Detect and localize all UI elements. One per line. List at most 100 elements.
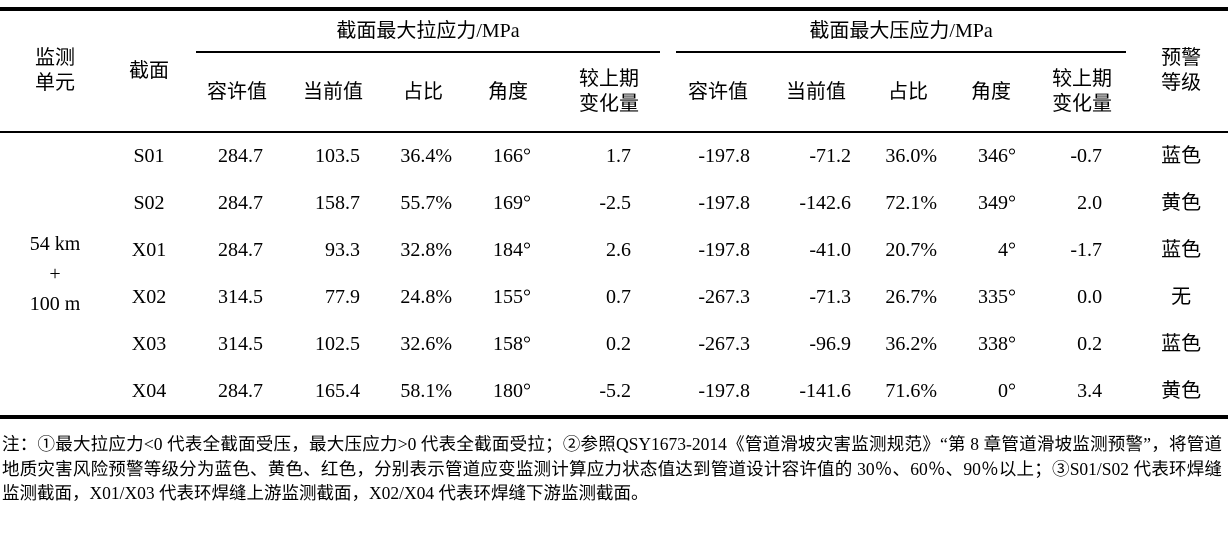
warning-level-label-line2: 等级: [1161, 72, 1202, 94]
cell-compressive-current: -141.6: [799, 380, 852, 402]
cell-tensile-change: 0.2: [606, 333, 632, 355]
cell-tensile-allowable: 284.7: [218, 380, 263, 402]
cell-compressive-angle: 338°: [978, 333, 1017, 355]
cell-compressive-change: 2.0: [1077, 192, 1103, 214]
cell-tensile-current: 165.4: [315, 380, 360, 402]
stress-monitoring-table: 监测 单元 截面 截面最大拉应力/MPa 截面最大压应力/MPa 预警 等级 容…: [0, 7, 1228, 419]
cell-tensile-ratio: 36.4%: [400, 145, 452, 167]
cell-tensile-ratio: 58.1%: [400, 380, 452, 402]
cell-compressive-change: -1.7: [1070, 239, 1103, 261]
col-header-compressive-current: 当前值: [768, 53, 865, 133]
cell-compressive-ratio: 36.2%: [885, 333, 938, 355]
cell-section: X01: [131, 239, 167, 261]
col-header-tensile-angle: 角度: [466, 53, 550, 133]
cell-compressive-change: 3.4: [1077, 380, 1103, 402]
col-header-warning-level: 预警 等级: [1134, 9, 1228, 133]
cell-warning-level: 蓝色: [1161, 145, 1202, 167]
unit-mileage-line3: 100 m: [29, 293, 81, 315]
cell-tensile-allowable: 284.7: [218, 145, 263, 167]
col-header-tensile-current: 当前值: [286, 53, 380, 133]
col-header-tensile-allowable: 容许值: [188, 53, 286, 133]
cell-tensile-ratio: 55.7%: [400, 192, 452, 214]
cell-compressive-allowable: -197.8: [698, 145, 751, 167]
cell-compressive-ratio: 72.1%: [885, 192, 938, 214]
compressive-group-label: 截面最大压应力/MPa: [676, 19, 1127, 53]
cell-section: X03: [131, 333, 167, 355]
table-row: X04 284.7 165.4 58.1% 180° -5.2 -197.8 -…: [0, 368, 1228, 417]
cell-compressive-allowable: -197.8: [698, 239, 751, 261]
cell-compressive-angle: 335°: [978, 286, 1017, 308]
cell-tensile-current: 77.9: [325, 286, 360, 308]
monitoring-unit-label-line2: 单元: [35, 72, 75, 94]
table-row: X03 314.5 102.5 32.6% 158° 0.2 -267.3 -9…: [0, 321, 1228, 368]
cell-warning-level: 黄色: [1161, 380, 1202, 402]
cell-compressive-current: -142.6: [799, 192, 852, 214]
col-header-compressive-ratio: 占比: [864, 53, 953, 133]
tensile-change-label-line2: 变化量: [579, 93, 640, 115]
sub-header-row: 容许值 当前值 占比 角度 较上期 变化量 容许值 当前值 占比 角度 较上期 …: [0, 53, 1228, 133]
cell-tensile-change: 1.7: [606, 145, 632, 167]
table-footnote: 注：①最大拉应力<0 代表全截面受压，最大压应力>0 代表全截面受拉；②参照QS…: [2, 434, 1222, 503]
compressive-stress-group-header: 截面最大压应力/MPa: [668, 9, 1134, 53]
cell-compressive-current: -96.9: [809, 333, 852, 355]
col-header-monitoring-unit: 监测 单元: [0, 9, 110, 133]
col-header-compressive-allowable: 容许值: [668, 53, 769, 133]
cell-compressive-change: -0.7: [1070, 145, 1103, 167]
cell-compressive-angle: 4°: [998, 239, 1017, 261]
cell-tensile-ratio: 32.8%: [400, 239, 452, 261]
col-header-compressive-change: 较上期 变化量: [1030, 53, 1135, 133]
cell-compressive-allowable: -197.8: [698, 380, 751, 402]
cell-compressive-ratio: 26.7%: [885, 286, 938, 308]
cell-compressive-current: -71.3: [809, 286, 852, 308]
cell-warning-level: 无: [1171, 286, 1192, 308]
table-body: 54 km + 100 m S01 284.7 103.5 36.4% 166°…: [0, 132, 1228, 417]
compressive-change-label-line2: 变化量: [1052, 93, 1113, 115]
cell-tensile-allowable: 314.5: [218, 333, 263, 355]
cell-compressive-angle: 0°: [998, 380, 1017, 402]
cell-compressive-allowable: -267.3: [698, 286, 751, 308]
warning-level-label-line1: 预警: [1161, 47, 1202, 69]
tensile-group-label: 截面最大拉应力/MPa: [196, 19, 661, 53]
cell-compressive-change: 0.2: [1077, 333, 1103, 355]
cell-compressive-change: 0.0: [1077, 286, 1103, 308]
cell-tensile-change: -5.2: [599, 380, 632, 402]
table-row: X01 284.7 93.3 32.8% 184° 2.6 -197.8 -41…: [0, 227, 1228, 274]
group-header-row: 监测 单元 截面 截面最大拉应力/MPa 截面最大压应力/MPa 预警 等级: [0, 9, 1228, 133]
cell-compressive-allowable: -197.8: [698, 192, 751, 214]
cell-compressive-ratio: 71.6%: [885, 380, 938, 402]
cell-tensile-change: 0.7: [606, 286, 632, 308]
cell-tensile-change: 2.6: [606, 239, 632, 261]
table-header: 监测 单元 截面 截面最大拉应力/MPa 截面最大压应力/MPa 预警 等级 容…: [0, 9, 1228, 133]
cell-tensile-current: 102.5: [315, 333, 360, 355]
cell-tensile-allowable: 314.5: [218, 286, 263, 308]
cell-section: X02: [131, 286, 167, 308]
tensile-change-label-line1: 较上期: [579, 68, 640, 90]
cell-warning-level: 黄色: [1161, 192, 1202, 214]
cell-tensile-angle: 169°: [493, 192, 531, 214]
cell-compressive-ratio: 36.0%: [885, 145, 938, 167]
cell-section: S02: [133, 192, 165, 214]
cell-tensile-allowable: 284.7: [218, 239, 263, 261]
table-row: S02 284.7 158.7 55.7% 169° -2.5 -197.8 -…: [0, 180, 1228, 227]
cell-compressive-current: -41.0: [809, 239, 852, 261]
col-header-tensile-change: 较上期 变化量: [550, 53, 669, 133]
unit-mileage-line2: +: [49, 263, 61, 285]
cell-compressive-allowable: -267.3: [698, 333, 751, 355]
cell-tensile-angle: 180°: [493, 380, 531, 402]
cell-tensile-ratio: 24.8%: [400, 286, 452, 308]
cell-monitoring-unit: 54 km + 100 m: [0, 132, 110, 417]
cell-compressive-ratio: 20.7%: [885, 239, 938, 261]
cell-tensile-angle: 184°: [493, 239, 531, 261]
cell-compressive-current: -71.2: [809, 145, 852, 167]
cell-tensile-allowable: 284.7: [218, 192, 263, 214]
cell-warning-level: 蓝色: [1161, 333, 1202, 355]
cell-tensile-current: 158.7: [315, 192, 360, 214]
cell-section: S01: [133, 145, 165, 167]
cell-warning-level: 蓝色: [1161, 239, 1202, 261]
cell-tensile-angle: 155°: [493, 286, 531, 308]
unit-mileage-line1: 54 km: [29, 233, 81, 255]
compressive-change-label-line1: 较上期: [1052, 68, 1113, 90]
cell-compressive-angle: 346°: [978, 145, 1017, 167]
table-row: 54 km + 100 m S01 284.7 103.5 36.4% 166°…: [0, 132, 1228, 315]
